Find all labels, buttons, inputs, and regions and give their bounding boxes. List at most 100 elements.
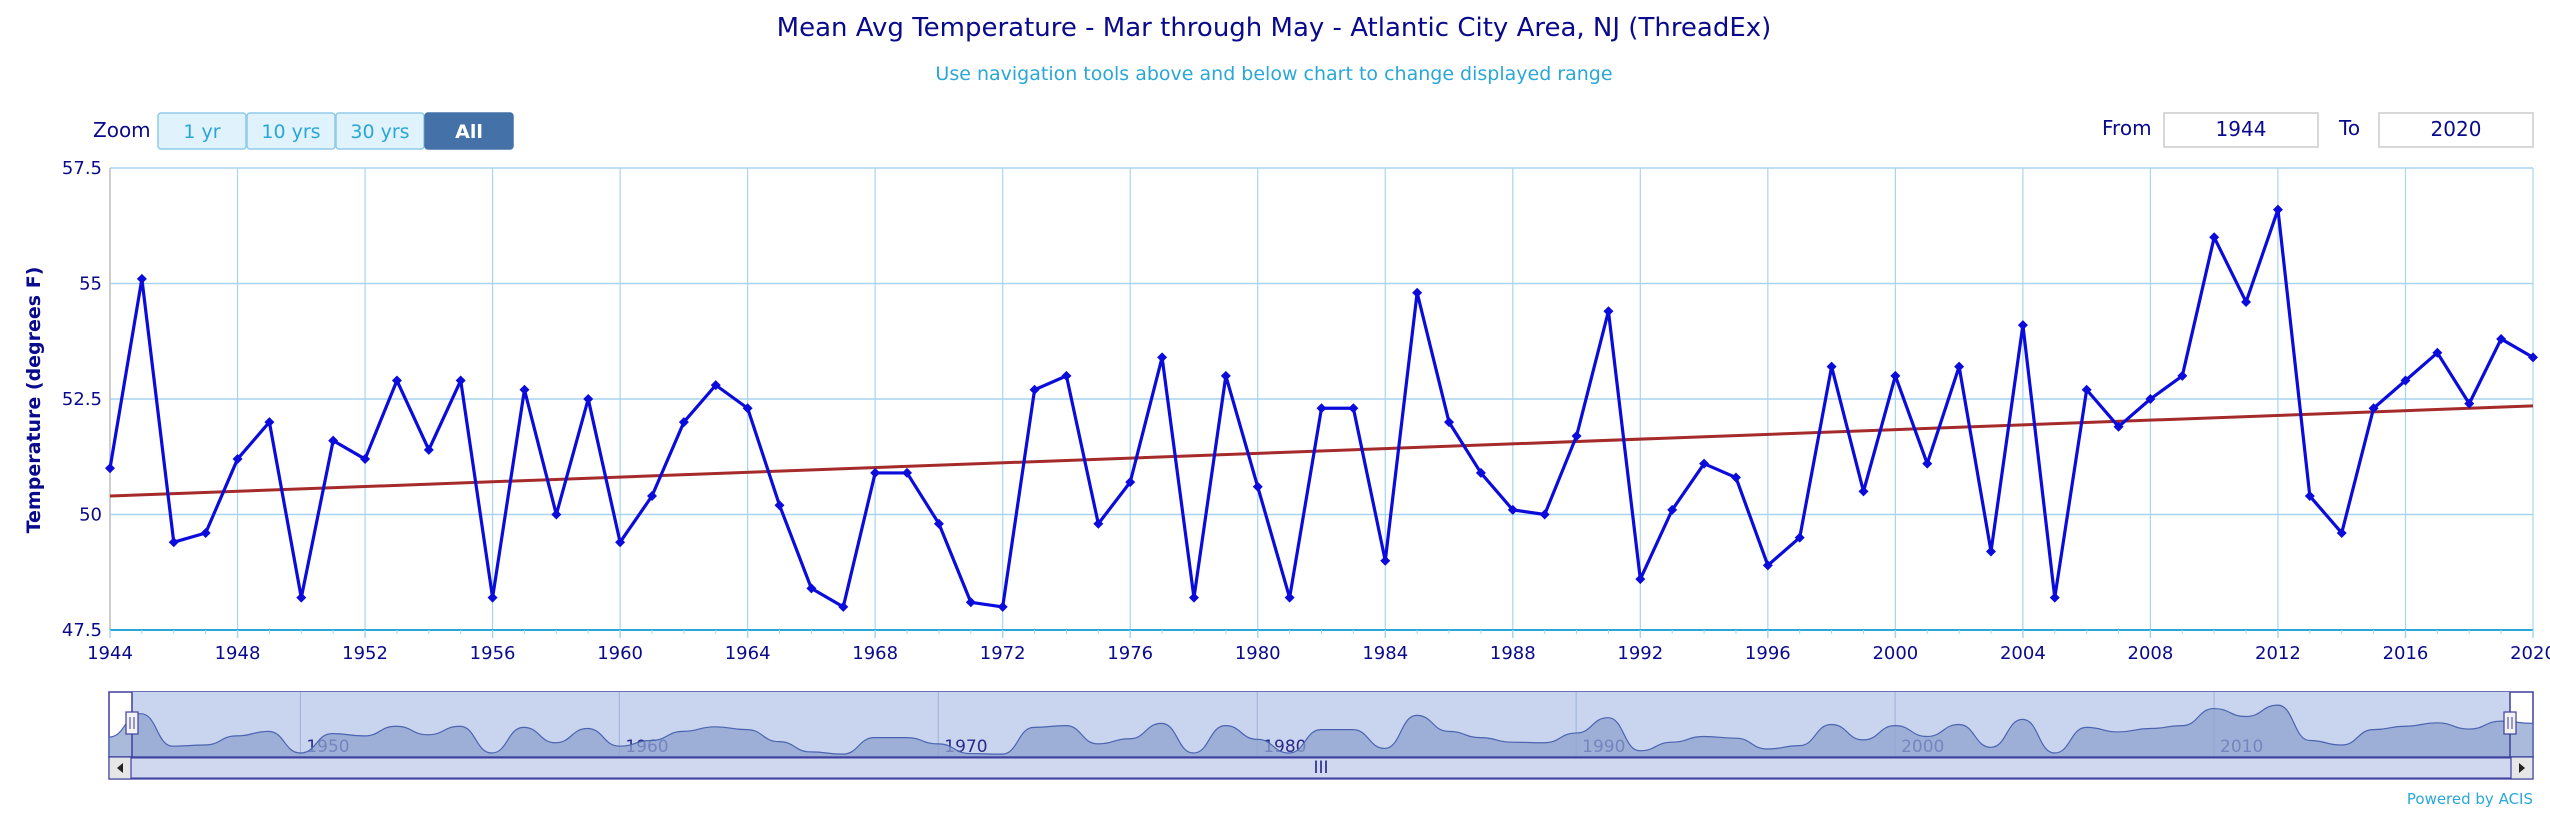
to-input[interactable] bbox=[2378, 112, 2534, 148]
data-point[interactable] bbox=[105, 463, 115, 474]
data-point[interactable] bbox=[1252, 481, 1263, 492]
data-point[interactable] bbox=[1890, 370, 1901, 381]
data-point[interactable] bbox=[1922, 458, 1933, 469]
data-point[interactable] bbox=[997, 601, 1008, 612]
data-point[interactable] bbox=[2145, 394, 2156, 404]
data-point[interactable] bbox=[838, 601, 849, 612]
data-point[interactable] bbox=[1762, 560, 1773, 571]
data-point[interactable] bbox=[455, 375, 466, 386]
data-point[interactable] bbox=[168, 537, 179, 548]
data-point[interactable] bbox=[1188, 592, 1199, 603]
x-tick-label: 2016 bbox=[2383, 643, 2429, 664]
data-point[interactable] bbox=[519, 384, 530, 395]
data-point[interactable] bbox=[1412, 287, 1423, 298]
data-point[interactable] bbox=[2081, 384, 2092, 395]
data-point[interactable] bbox=[1954, 361, 1965, 372]
x-tick-label: 1956 bbox=[470, 643, 516, 664]
x-tick-label: 1944 bbox=[87, 643, 133, 664]
navigator-left-handle[interactable] bbox=[125, 711, 139, 735]
y-tick-label: 47.5 bbox=[62, 620, 102, 641]
data-point[interactable] bbox=[1029, 384, 1040, 395]
data-point[interactable] bbox=[615, 537, 626, 548]
data-point[interactable] bbox=[136, 273, 147, 284]
data-point[interactable] bbox=[2304, 491, 2315, 502]
y-tick-label: 50 bbox=[79, 505, 102, 526]
zoom-button-1[interactable] bbox=[246, 112, 336, 150]
data-point[interactable] bbox=[2272, 204, 2283, 215]
data-point[interactable] bbox=[391, 375, 402, 386]
data-point[interactable] bbox=[296, 592, 307, 603]
data-point[interactable] bbox=[2113, 421, 2124, 432]
data-point[interactable] bbox=[1986, 546, 1997, 557]
data-point[interactable] bbox=[1284, 592, 1295, 603]
navigator-right-handle[interactable] bbox=[2503, 711, 2517, 735]
data-point[interactable] bbox=[1603, 306, 1614, 317]
zoom-button-2[interactable] bbox=[335, 112, 425, 150]
data-point[interactable] bbox=[2368, 403, 2379, 414]
data-point[interactable] bbox=[1093, 518, 1104, 529]
data-point[interactable] bbox=[965, 597, 976, 608]
from-input[interactable] bbox=[2163, 112, 2319, 148]
data-point[interactable] bbox=[1539, 509, 1550, 520]
data-point[interactable] bbox=[1444, 417, 1455, 428]
data-point[interactable] bbox=[1730, 472, 1741, 483]
navigator[interactable]: 1950196019701980199020002010III bbox=[108, 691, 2534, 780]
data-point[interactable] bbox=[2464, 398, 2475, 409]
data-point[interactable] bbox=[1380, 555, 1391, 566]
data-point[interactable] bbox=[1794, 532, 1805, 543]
data-point[interactable] bbox=[1858, 486, 1869, 497]
data-point[interactable] bbox=[806, 583, 817, 594]
data-point[interactable] bbox=[2209, 232, 2220, 243]
data-point[interactable] bbox=[1667, 504, 1678, 515]
data-point[interactable] bbox=[1699, 458, 1710, 469]
x-tick-label: 2008 bbox=[2128, 643, 2174, 664]
x-tick-label: 1984 bbox=[1362, 643, 1408, 664]
chart-subtitle: Use navigation tools above and below cha… bbox=[935, 63, 1612, 85]
data-point[interactable] bbox=[646, 491, 657, 502]
data-point[interactable] bbox=[1316, 403, 1327, 414]
data-point[interactable] bbox=[2049, 592, 2060, 603]
data-point[interactable] bbox=[551, 509, 562, 520]
data-point[interactable] bbox=[2241, 296, 2252, 307]
x-tick-label: 1952 bbox=[342, 643, 388, 664]
y-tick-label: 52.5 bbox=[62, 389, 102, 410]
data-point[interactable] bbox=[1635, 574, 1646, 585]
data-point[interactable] bbox=[774, 500, 785, 511]
data-point[interactable] bbox=[2400, 375, 2411, 386]
data-point[interactable] bbox=[870, 467, 881, 478]
credit-link[interactable]: Powered by ACIS bbox=[2407, 790, 2533, 808]
data-point[interactable] bbox=[328, 435, 339, 446]
data-point[interactable] bbox=[902, 467, 913, 478]
data-point[interactable] bbox=[2336, 527, 2347, 538]
data-point[interactable] bbox=[1061, 370, 1072, 381]
data-point[interactable] bbox=[583, 394, 594, 404]
data-point[interactable] bbox=[232, 454, 243, 465]
data-point[interactable] bbox=[1475, 467, 1486, 478]
data-point[interactable] bbox=[2017, 320, 2028, 331]
data-point[interactable] bbox=[1220, 370, 1231, 381]
data-point[interactable] bbox=[2528, 352, 2538, 363]
data-point[interactable] bbox=[1157, 352, 1168, 363]
data-point[interactable] bbox=[2177, 370, 2188, 381]
data-point[interactable] bbox=[678, 417, 689, 428]
zoom-button-3[interactable] bbox=[424, 112, 514, 150]
data-point[interactable] bbox=[1125, 477, 1136, 488]
data-point[interactable] bbox=[2496, 333, 2507, 344]
zoom-button-0[interactable] bbox=[157, 112, 247, 150]
data-point[interactable] bbox=[264, 417, 275, 428]
zoom-button-label-3: All bbox=[455, 121, 483, 143]
data-point[interactable] bbox=[1571, 430, 1582, 441]
data-point[interactable] bbox=[1348, 403, 1359, 414]
data-point[interactable] bbox=[2432, 347, 2443, 358]
data-point[interactable] bbox=[487, 592, 498, 603]
data-point[interactable] bbox=[710, 380, 721, 391]
data-point[interactable] bbox=[1826, 361, 1837, 372]
x-tick-label: 1968 bbox=[852, 643, 898, 664]
data-point[interactable] bbox=[360, 454, 371, 465]
zoom-button-label-0: 1 yr bbox=[183, 121, 220, 143]
data-point[interactable] bbox=[423, 444, 434, 455]
data-point[interactable] bbox=[742, 403, 753, 414]
data-point[interactable] bbox=[200, 527, 211, 538]
data-point[interactable] bbox=[1507, 504, 1518, 515]
data-point[interactable] bbox=[933, 518, 944, 529]
